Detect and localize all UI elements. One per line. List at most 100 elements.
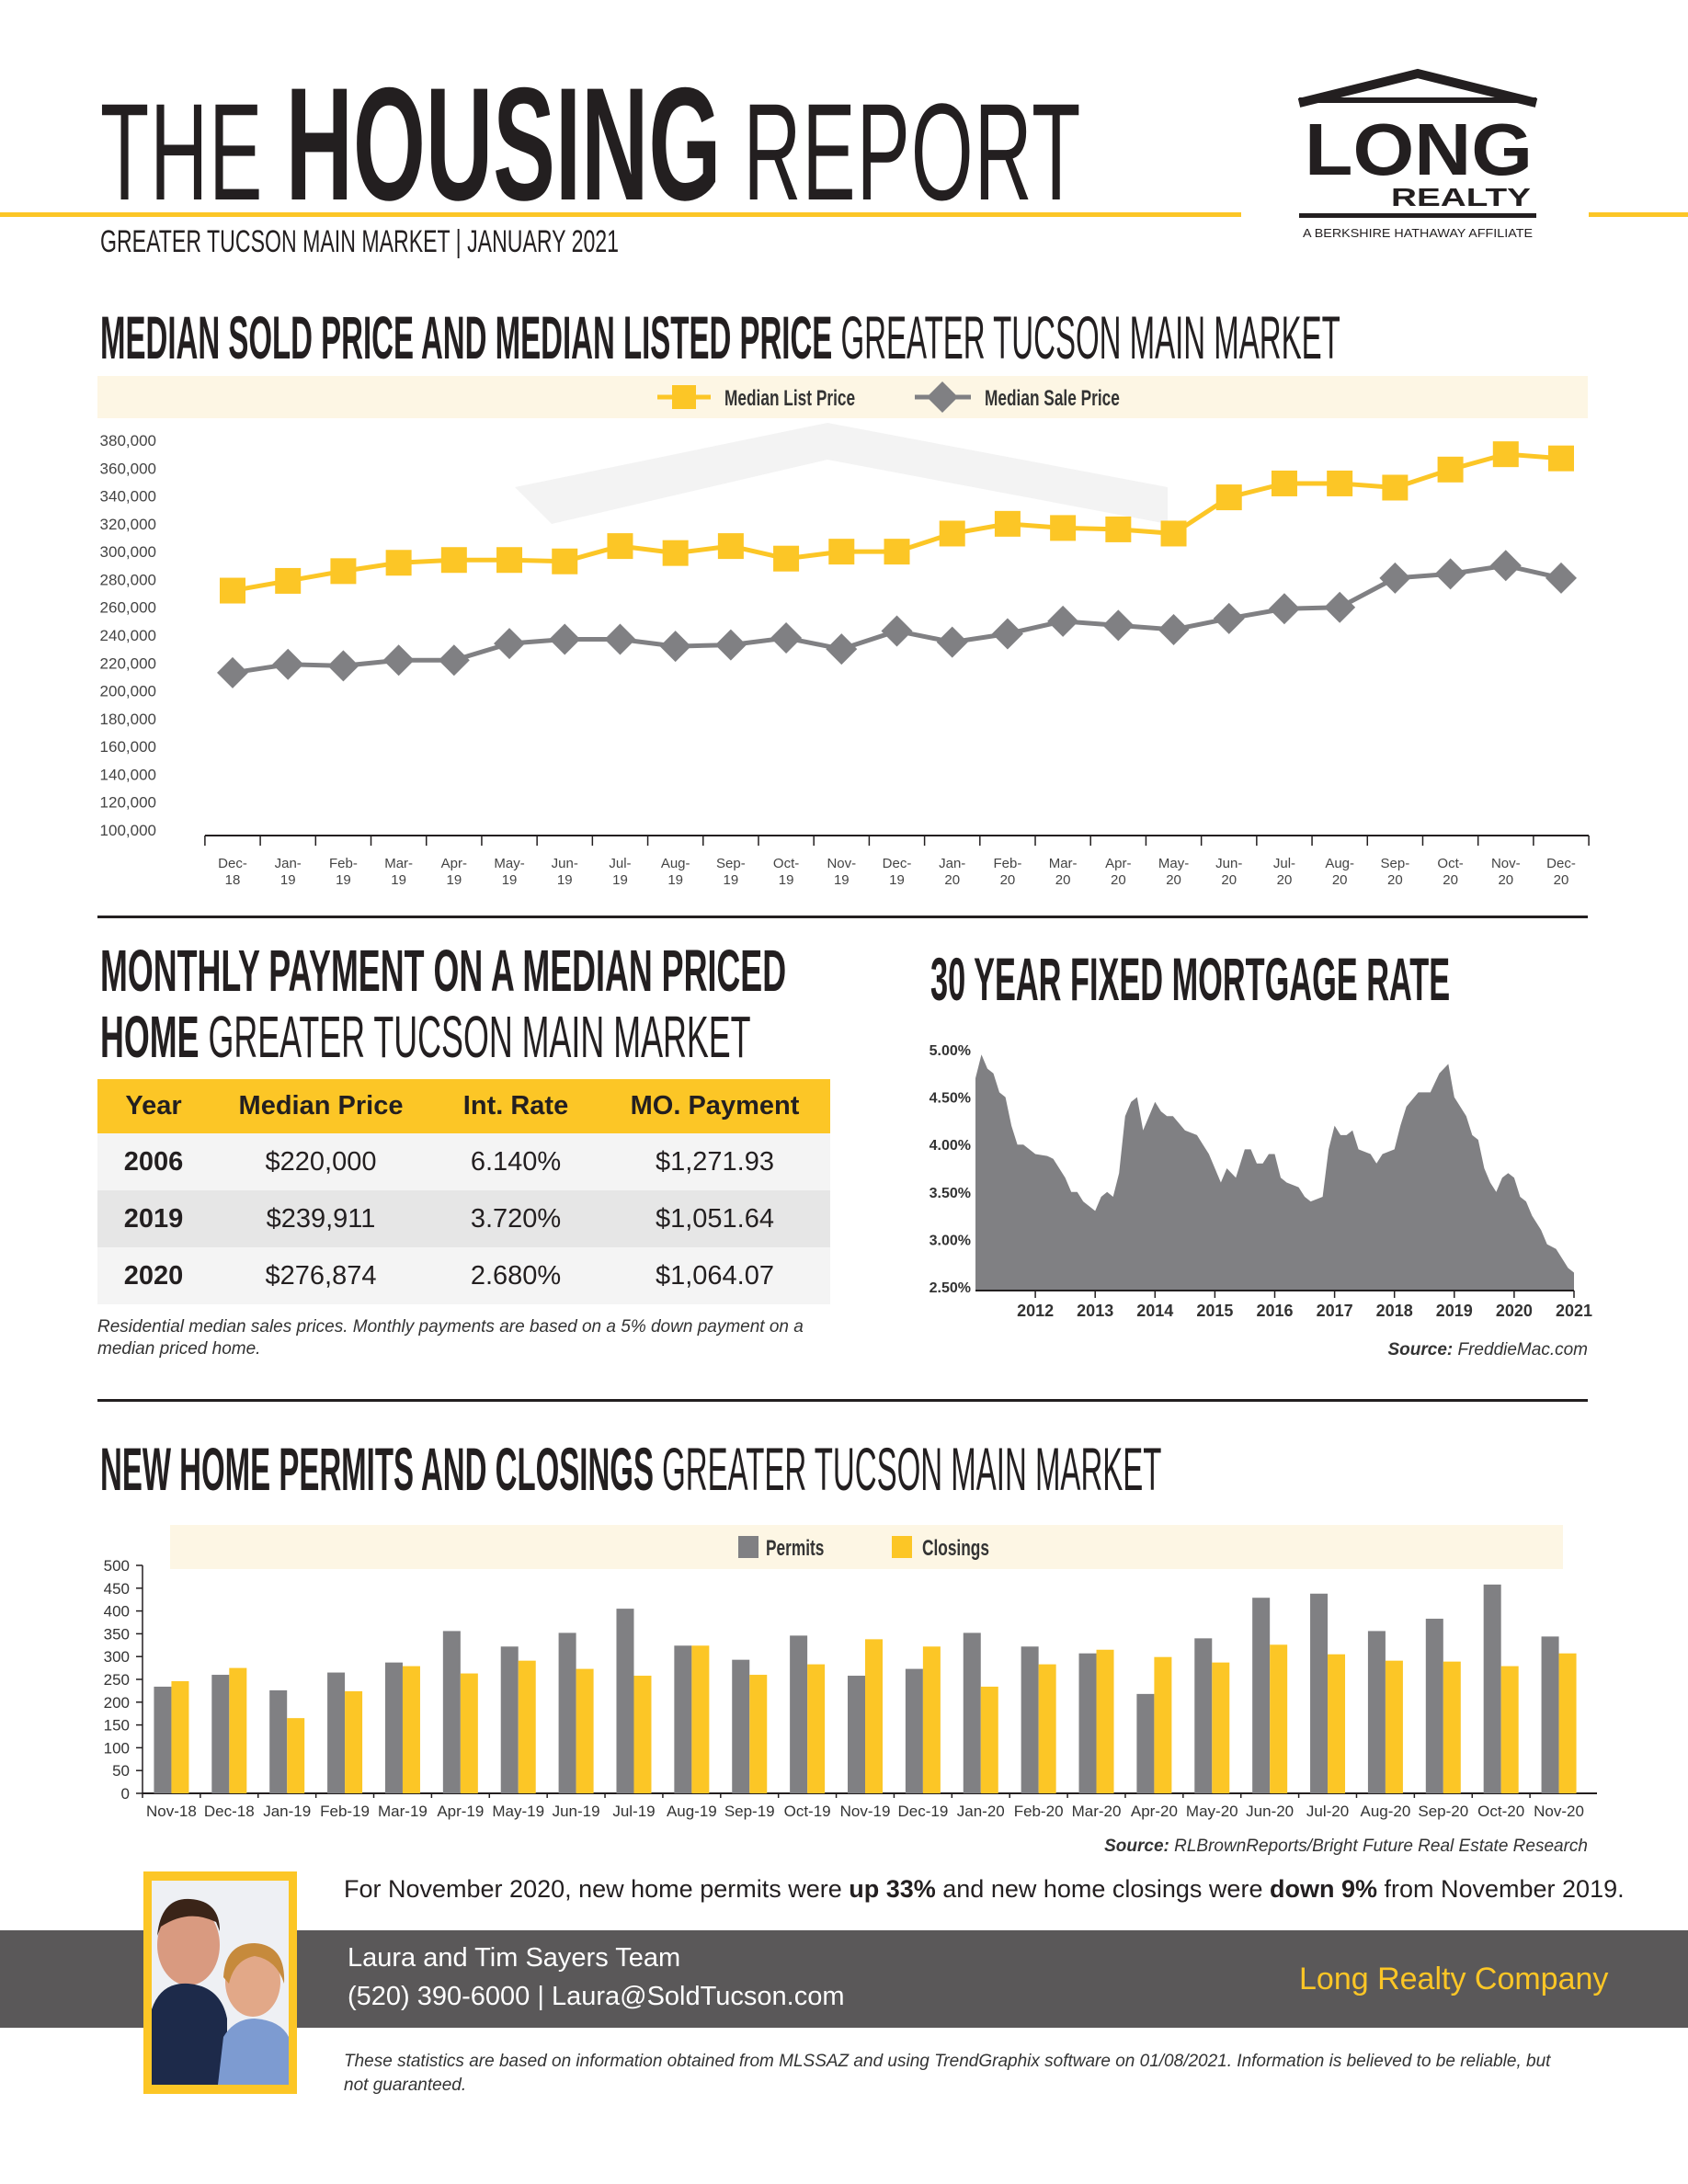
x-tick-label: Jul-20 <box>1306 1803 1349 1820</box>
x-tick-label: Apr-20 <box>1105 856 1131 888</box>
agent-photo-frame <box>143 1871 297 2094</box>
y-tick-label: 260,000 <box>100 599 156 617</box>
legend-closings: Closings <box>922 1536 989 1560</box>
section-monthly-payment-title: MONTHLY PAYMENT ON A MEDIAN PRICED HOME … <box>100 938 787 1070</box>
x-tick-label: Mar-19 <box>378 1803 428 1820</box>
list-price-point <box>773 545 800 572</box>
list-price-point <box>1215 484 1242 511</box>
long-realty-logo: LONG REALTY A BERKSHIRE HATHAWAY AFFILIA… <box>1297 68 1538 240</box>
closings-bar <box>1154 1656 1172 1793</box>
list-price-point <box>1548 445 1574 472</box>
line-chart-legend: Median List Price Median Sale Price <box>97 376 1588 418</box>
list-price-point <box>994 510 1021 537</box>
closings-bar <box>171 1680 189 1793</box>
y-tick-label: 150 <box>104 1717 130 1735</box>
x-tick-label: Nov-19 <box>840 1803 891 1820</box>
closings-bar <box>1443 1661 1461 1793</box>
sale-price-point <box>936 626 968 658</box>
table-row: 2019 $239,911 3.720% $1,051.64 <box>97 1190 830 1247</box>
x-tick-label: Jul-19 <box>612 1803 655 1820</box>
sale-price-point <box>1047 605 1079 637</box>
table-header-row: Year Median Price Int. Rate MO. Payment <box>97 1079 830 1133</box>
x-tick-label: Mar-20 <box>1049 856 1078 888</box>
closings-bar <box>633 1676 652 1793</box>
title-the: THE <box>100 74 264 229</box>
y-tick-label: 300,000 <box>100 543 156 561</box>
x-tick-label: Feb-19 <box>329 856 358 888</box>
x-tick-label: 2020 <box>1496 1302 1533 1320</box>
y-tick-label: 380,000 <box>100 432 156 449</box>
closings-bar <box>1212 1662 1230 1793</box>
closings-bar <box>980 1686 998 1793</box>
x-tick-label: 2019 <box>1436 1302 1473 1320</box>
closings-bar <box>865 1639 883 1793</box>
x-tick-label: Nov-20 <box>1534 1803 1584 1820</box>
permits-bar <box>848 1676 865 1793</box>
col-median-price: Median Price <box>210 1079 432 1133</box>
permits-bar <box>1483 1584 1501 1793</box>
header-rule-left <box>0 212 1241 217</box>
y-tick-label: 140,000 <box>100 766 156 783</box>
x-tick-label: Dec-19 <box>883 856 912 888</box>
closings-bar <box>1500 1666 1519 1793</box>
sale-price-point <box>382 644 415 677</box>
legend-permits-swatch-icon <box>738 1536 758 1558</box>
x-tick-label: Nov-18 <box>146 1803 197 1820</box>
report-subtitle: GREATER TUCSON MAIN MARKET | JANUARY 202… <box>100 224 620 259</box>
logo-roof-icon <box>1297 68 1538 108</box>
x-tick-label: 2014 <box>1136 1302 1173 1320</box>
list-price-point <box>717 533 744 560</box>
y-tick-label: 3.00% <box>930 1233 971 1248</box>
sale-price-point <box>714 629 747 661</box>
permits-bar <box>616 1609 634 1793</box>
x-tick-label: Dec-18 <box>218 856 247 888</box>
x-tick-label: Feb-20 <box>993 856 1021 888</box>
closings-bar <box>1385 1660 1403 1793</box>
y-tick-label: 450 <box>104 1580 130 1598</box>
section-divider <box>97 1399 1588 1402</box>
agent-name: Laura and Tim Sayers Team <box>348 1943 681 1973</box>
monthly-payment-table: Year Median Price Int. Rate MO. Payment … <box>97 1079 830 1304</box>
sale-price-point <box>770 622 803 654</box>
mortgage-rate-area <box>975 1054 1574 1291</box>
closings-bar <box>807 1664 826 1793</box>
x-tick-label: Oct-20 <box>1477 1803 1524 1820</box>
sale-price-point <box>826 633 858 665</box>
sale-price-point <box>494 628 526 660</box>
col-year: Year <box>97 1079 210 1133</box>
title-report: REPORT <box>743 74 1082 229</box>
col-int-rate: Int. Rate <box>432 1079 599 1133</box>
x-tick-label: Nov-20 <box>1491 856 1521 888</box>
y-tick-label: 5.00% <box>930 1043 971 1059</box>
y-tick-label: 280,000 <box>100 571 156 588</box>
x-tick-label: Sep-20 <box>1381 856 1410 888</box>
y-tick-label: 120,000 <box>100 794 156 812</box>
sale-price-point <box>1434 558 1466 590</box>
list-price-point <box>1382 474 1409 501</box>
median-price-line-chart: 380,000 360,000 340,000 320,000 300,000 280,0… <box>100 423 1590 888</box>
x-tick-label: Apr-19 <box>441 856 467 888</box>
sale-price-point <box>327 650 359 682</box>
sale-price-point <box>549 623 581 655</box>
source-note: Source: RLBrownReports/Bright Future Rea… <box>1104 1837 1588 1856</box>
company-name: Long Realty Company <box>1299 1962 1609 1996</box>
x-tick-label: Aug-19 <box>667 1803 717 1820</box>
closings-bar <box>402 1666 420 1793</box>
y-tick-label: 340,000 <box>100 488 156 506</box>
permits-bar <box>1194 1638 1213 1793</box>
watermark-house-icon <box>515 423 1168 524</box>
sale-price-point <box>217 656 248 688</box>
y-tick-label: 50 <box>112 1762 130 1780</box>
disclaimer: These statistics are based on informatio… <box>344 2052 1551 2095</box>
x-tick-label: Aug-19 <box>661 856 690 888</box>
permits-bar <box>211 1675 230 1793</box>
legend-list-price: Median List Price <box>724 386 855 410</box>
x-tick-label: Oct-20 <box>1437 856 1463 888</box>
x-tick-label: May-20 <box>1186 1803 1238 1820</box>
logo-word-long: LONG <box>1305 108 1533 190</box>
x-tick-label: Aug-20 <box>1361 1803 1411 1820</box>
y-tick-label: 360,000 <box>100 460 156 477</box>
permits-bar <box>442 1631 461 1793</box>
sale-price-point <box>1379 562 1411 594</box>
bar-chart-legend: Permits Closings <box>170 1525 1563 1569</box>
